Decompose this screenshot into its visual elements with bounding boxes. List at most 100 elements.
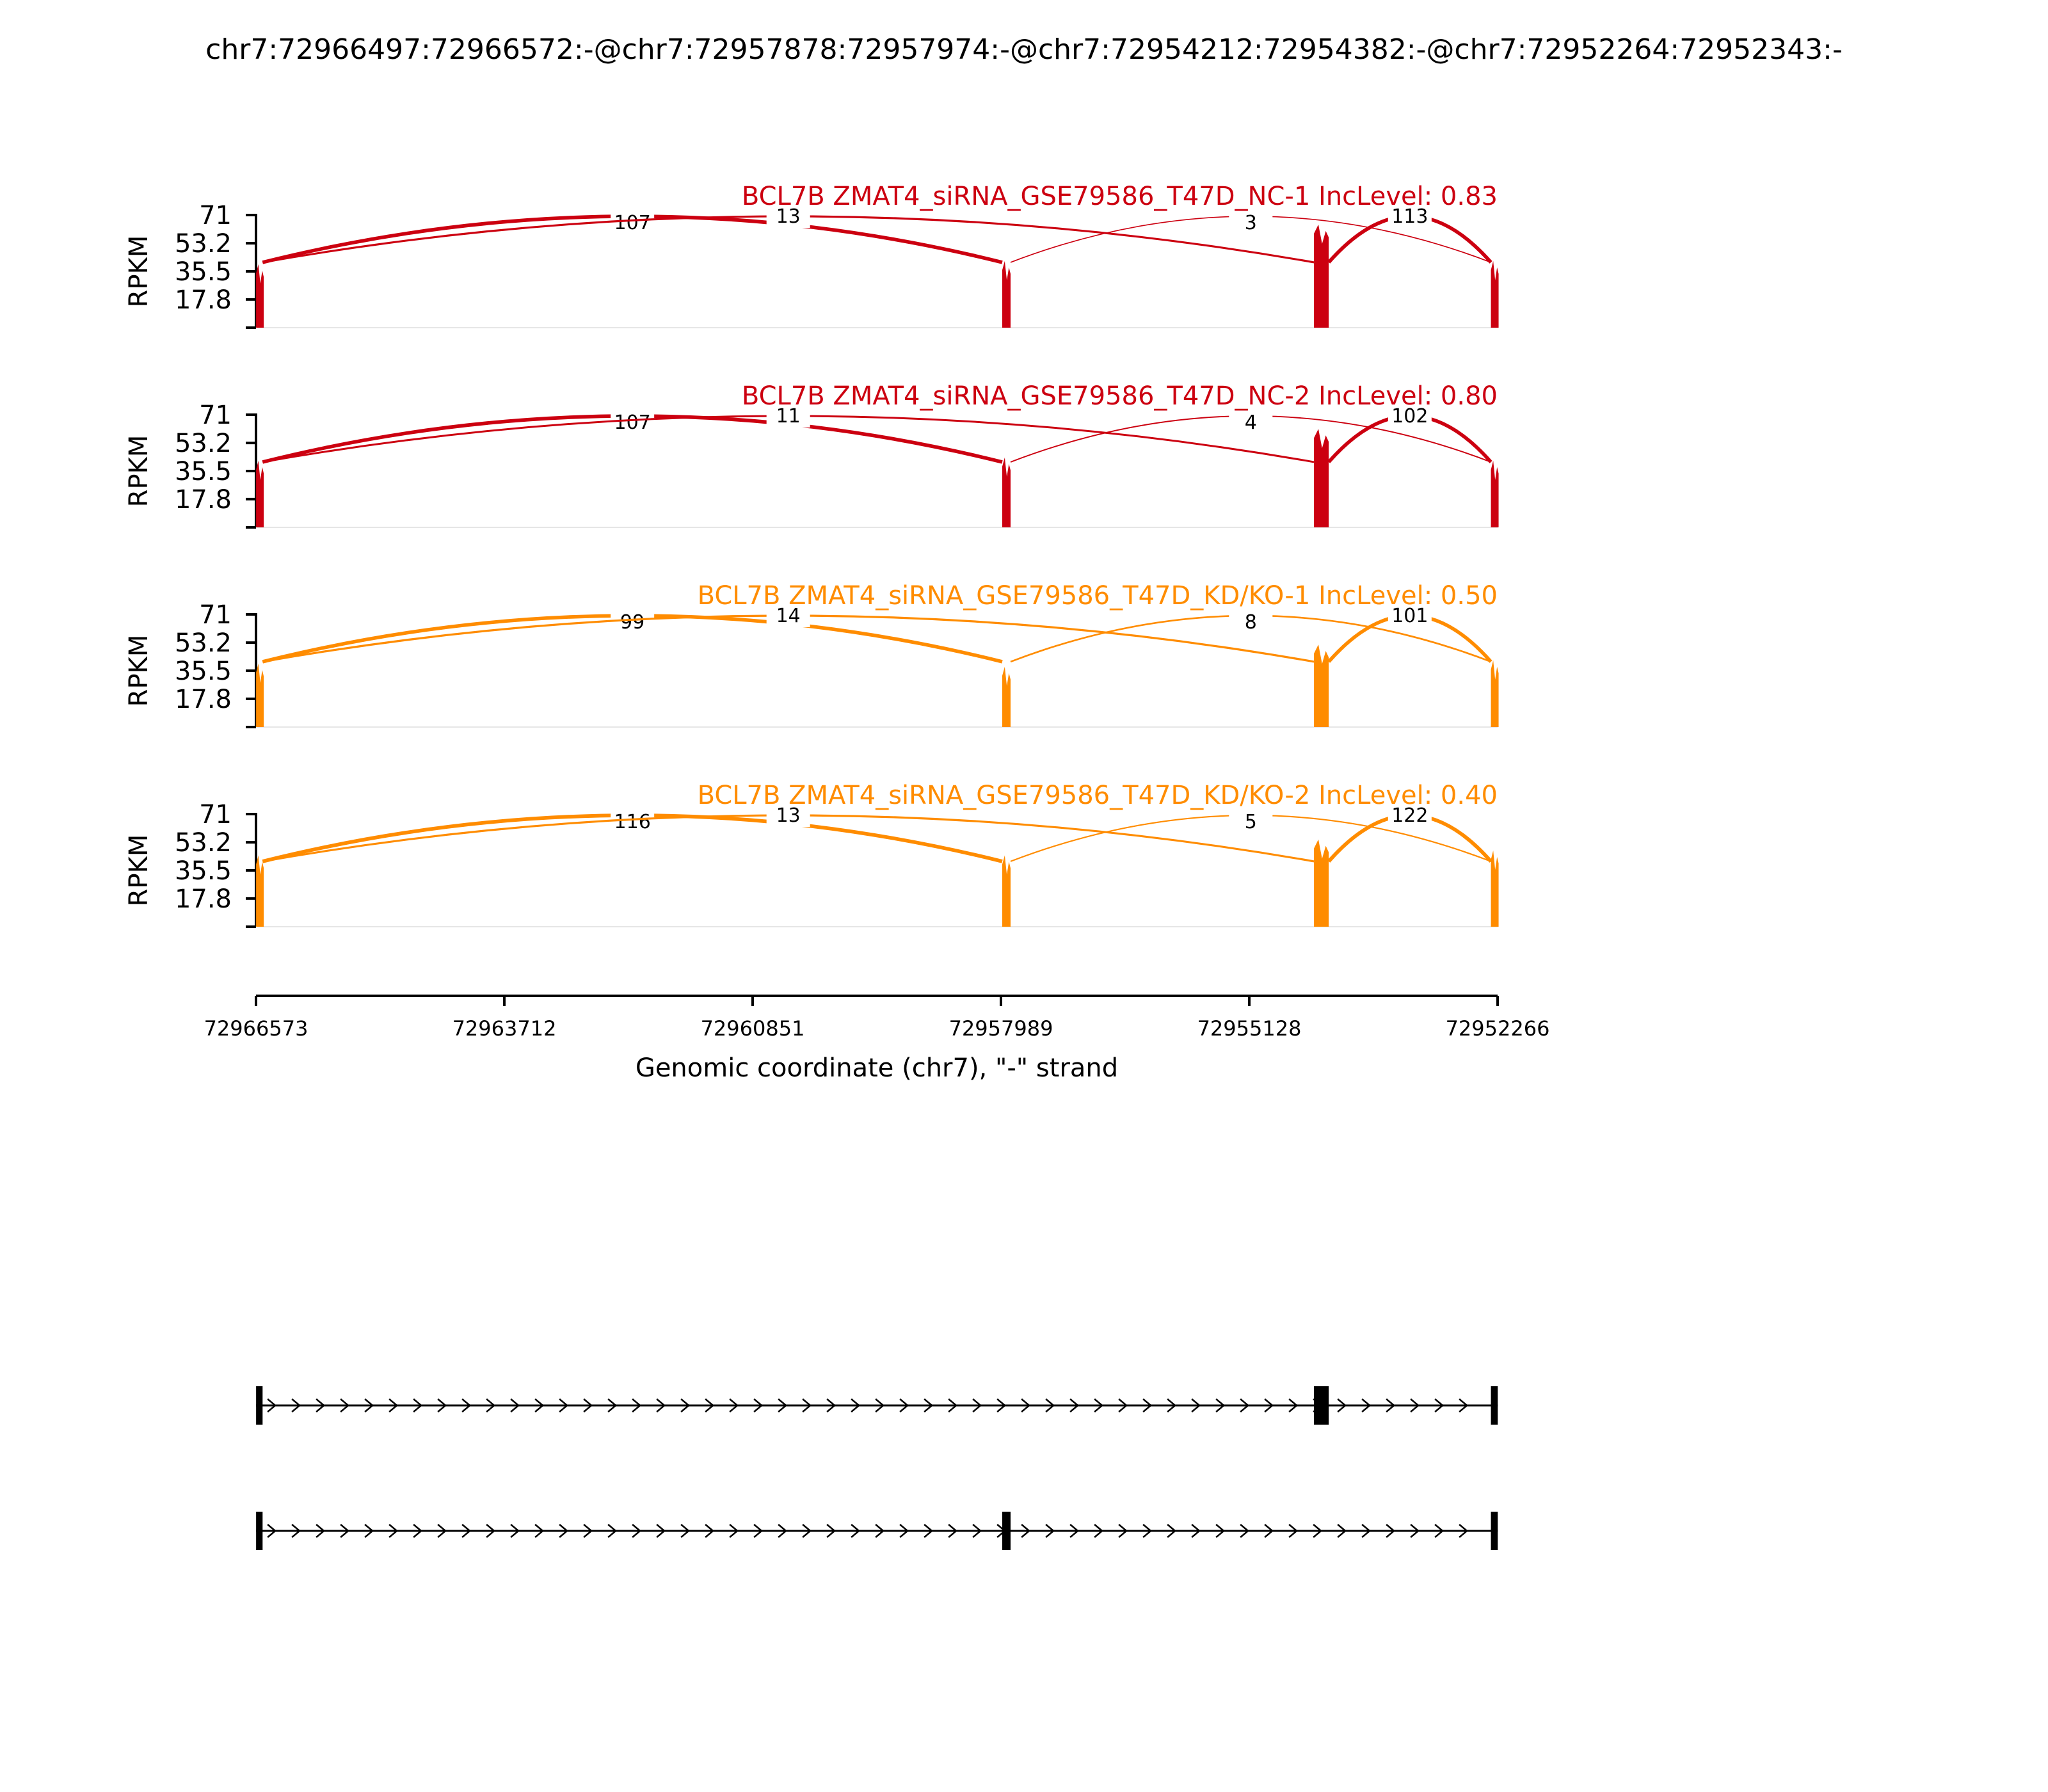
strand-chevron-icon (437, 1524, 447, 1538)
coverage-track: BCL7B ZMAT4_siRNA_GSE79586_T47D_KD/KO-1 … (124, 581, 1499, 728)
y-tick-label: 17.8 (175, 685, 232, 714)
isoform-exon (1491, 1512, 1498, 1550)
y-tick-label: 71 (199, 600, 232, 630)
junction-label-bg (611, 214, 655, 234)
x-tick-label: 72963712 (452, 1016, 557, 1041)
strand-chevron-icon (1288, 1524, 1299, 1538)
strand-chevron-icon (656, 1524, 666, 1538)
exon-coverage (1002, 457, 1011, 527)
coverage-track: BCL7B ZMAT4_siRNA_GSE79586_T47D_NC-2 Inc… (124, 381, 1499, 529)
strand-chevron-icon (1215, 1398, 1226, 1412)
track-title: BCL7B ZMAT4_siRNA_GSE79586_T47D_NC-1 Inc… (742, 182, 1498, 211)
x-tick-label: 72966573 (204, 1016, 308, 1041)
coverage-track: BCL7B ZMAT4_siRNA_GSE79586_T47D_KD/KO-2 … (124, 781, 1499, 928)
exon-coverage (1491, 660, 1499, 727)
strand-chevron-icon (340, 1524, 350, 1538)
junction-label-bg (1388, 806, 1432, 827)
strand-chevron-icon (364, 1398, 374, 1412)
y-axis-label: RPKM (124, 435, 154, 508)
junction-label: 102 (1391, 405, 1428, 428)
strand-chevron-icon (534, 1524, 545, 1538)
junction-label-bg (1388, 407, 1432, 428)
junction-label-bg (611, 813, 655, 833)
strand-chevron-icon (413, 1524, 423, 1538)
strand-chevron-icon (291, 1524, 301, 1538)
strand-chevron-icon (826, 1524, 836, 1538)
strand-chevron-icon (267, 1524, 277, 1538)
y-tick-label: 35.5 (175, 856, 232, 886)
junction-label: 107 (614, 412, 651, 434)
strand-chevron-icon (705, 1398, 715, 1412)
y-tick-label: 53.2 (175, 429, 232, 458)
junction-label: 14 (776, 605, 801, 627)
strand-chevron-icon (778, 1398, 788, 1412)
strand-chevron-icon (486, 1398, 496, 1412)
junction-label: 107 (614, 212, 651, 234)
x-tick-label: 72957989 (949, 1016, 1053, 1041)
junction-label-bg (1229, 613, 1273, 634)
junction-label-bg (766, 806, 810, 827)
strand-chevron-icon (486, 1524, 496, 1538)
y-tick-label: 35.5 (175, 257, 232, 287)
strand-chevron-icon (802, 1398, 812, 1412)
strand-chevron-icon (1434, 1524, 1444, 1538)
strand-chevron-icon (972, 1524, 982, 1538)
exon-coverage (1491, 460, 1499, 527)
strand-chevron-icon (1045, 1524, 1055, 1538)
strand-chevron-icon (1094, 1398, 1104, 1412)
strand-chevron-icon (729, 1524, 739, 1538)
isoform-exon (256, 1386, 263, 1425)
strand-chevron-icon (1459, 1398, 1469, 1412)
exon-coverage (1491, 260, 1499, 328)
junction-label-bg (766, 207, 810, 228)
strand-chevron-icon (1045, 1398, 1055, 1412)
strand-chevron-icon (1386, 1398, 1396, 1412)
junction-label: 11 (776, 405, 801, 428)
strand-chevron-icon (1264, 1524, 1274, 1538)
strand-chevron-icon (948, 1524, 958, 1538)
exon-coverage (1002, 666, 1011, 727)
strand-chevron-icon (924, 1524, 934, 1538)
strand-chevron-icon (1069, 1398, 1080, 1412)
strand-chevron-icon (899, 1524, 909, 1538)
y-axis-label: RPKM (124, 635, 154, 707)
y-tick-label: 53.2 (175, 828, 232, 858)
isoform-exon (256, 1512, 263, 1550)
junction-label: 8 (1245, 611, 1257, 634)
junction-label-bg (1229, 214, 1273, 234)
strand-chevron-icon (316, 1398, 326, 1412)
strand-chevron-icon (1191, 1398, 1201, 1412)
strand-chevron-icon (559, 1524, 569, 1538)
junction-label: 113 (1391, 205, 1428, 228)
exon-coverage (1314, 429, 1329, 527)
y-tick-label: 53.2 (175, 229, 232, 259)
strand-chevron-icon (1118, 1398, 1128, 1412)
junction-label-bg (1388, 207, 1432, 228)
junction-label: 13 (776, 804, 801, 827)
isoform-model (256, 1512, 1498, 1550)
strand-chevron-icon (851, 1398, 861, 1412)
junction-label: 3 (1245, 212, 1257, 234)
strand-chevron-icon (875, 1398, 885, 1412)
strand-chevron-icon (1459, 1524, 1469, 1538)
strand-chevron-icon (388, 1398, 399, 1412)
strand-chevron-icon (705, 1524, 715, 1538)
strand-chevron-icon (583, 1524, 593, 1538)
coverage-track: BCL7B ZMAT4_siRNA_GSE79586_T47D_NC-1 Inc… (124, 182, 1499, 329)
strand-chevron-icon (316, 1524, 326, 1538)
y-axis-label: RPKM (124, 835, 154, 907)
strand-chevron-icon (1361, 1398, 1372, 1412)
y-tick-label: 17.8 (175, 884, 232, 914)
strand-chevron-icon (948, 1398, 958, 1412)
isoform-models (256, 1386, 1498, 1550)
strand-chevron-icon (1386, 1524, 1396, 1538)
strand-chevron-icon (1410, 1524, 1420, 1538)
strand-chevron-icon (510, 1398, 520, 1412)
strand-chevron-icon (1021, 1524, 1031, 1538)
track-title: BCL7B ZMAT4_siRNA_GSE79586_T47D_KD/KO-1 … (698, 581, 1498, 611)
junction-label: 5 (1245, 811, 1257, 833)
isoform-model (256, 1386, 1498, 1425)
strand-chevron-icon (1215, 1524, 1226, 1538)
junction-label-bg (766, 407, 810, 428)
